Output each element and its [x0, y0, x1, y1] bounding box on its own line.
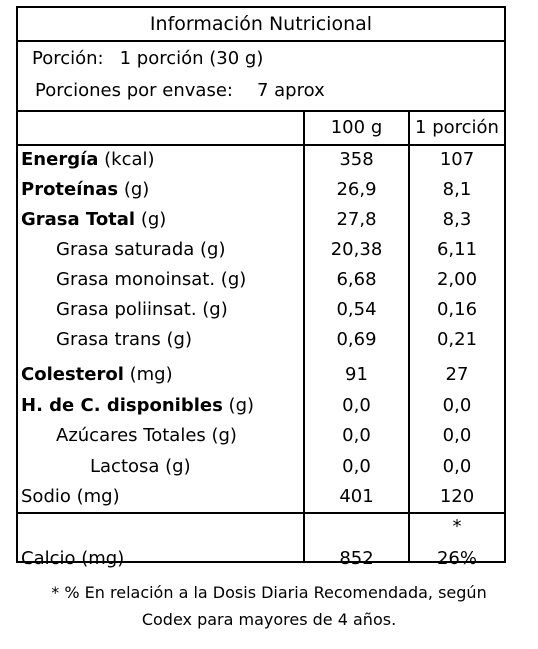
- header-divider: [18, 144, 504, 146]
- row-label-sodio: Sodio (mg): [21, 486, 120, 507]
- value-portion: 26%: [436, 548, 477, 569]
- row-label-bold: H. de C. disponibles: [21, 395, 223, 416]
- row-label-azucares-totales: Azúcares Totales (g): [56, 425, 237, 446]
- value-100g: 0,54: [336, 299, 377, 320]
- serving-size-value: 1 porción (30 g): [119, 48, 264, 69]
- column-header-portion: 1 porción: [415, 117, 499, 138]
- calcium-asterisk: *: [452, 516, 462, 537]
- row-label-grasa-saturada: Grasa saturada (g): [56, 239, 226, 260]
- footnote-line-2: Codex para mayores de 4 años.: [141, 610, 397, 629]
- row-label-grasa-trans: Grasa trans (g): [56, 329, 192, 350]
- column-header-100g: 100 g: [330, 117, 383, 138]
- servings-per-container-value: 7 aprox: [256, 80, 325, 101]
- value-100g: 26,9: [336, 179, 377, 200]
- row-label-unit: (g): [135, 209, 167, 230]
- footnote-line-1: * % En relación a la Dosis Diaria Recome…: [51, 583, 487, 602]
- value-portion: 8,3: [442, 209, 472, 230]
- value-portion: 8,1: [442, 179, 472, 200]
- value-100g: 852: [339, 548, 374, 569]
- nutrition-facts-table: Información Nutricional Porción: 1 porció…: [16, 6, 506, 569]
- row-label-grasa-monoinsat: Grasa monoinsat. (g): [56, 269, 247, 290]
- row-label-unit: (g): [222, 395, 255, 416]
- value-portion: 2,00: [436, 269, 478, 290]
- row-label-lactosa: Lactosa (g): [90, 456, 191, 477]
- value-100g: 0,0: [342, 395, 371, 416]
- row-label-hidratos-carbono: H. de C. disponibles (g): [21, 395, 254, 417]
- value-portion: 0,0: [442, 395, 472, 416]
- row-label-colesterol: Colesterol (mg): [21, 364, 173, 386]
- value-portion: 0,0: [442, 425, 472, 446]
- value-portion: 107: [439, 149, 475, 170]
- value-100g: 6,68: [336, 269, 377, 290]
- value-portion: 27: [445, 364, 469, 385]
- row-label-unit: (mg): [123, 364, 173, 385]
- value-portion: 120: [439, 486, 475, 507]
- column-divider-portion: [408, 112, 410, 561]
- value-portion: 0,16: [436, 299, 478, 320]
- row-label-unit: (g): [118, 179, 150, 200]
- row-label-unit: (kcal): [98, 149, 155, 170]
- row-label-grasa-poliinsat: Grasa poliinsat. (g): [56, 299, 228, 320]
- value-100g: 358: [339, 149, 374, 170]
- value-100g: 0,0: [342, 425, 371, 446]
- serving-info: Porción: 1 porción (30 g) Porciones por e…: [18, 42, 504, 112]
- column-divider-100g: [303, 112, 305, 561]
- value-100g: 0,0: [342, 456, 371, 477]
- value-100g: 27,8: [336, 209, 377, 230]
- value-portion: 0,0: [442, 456, 472, 477]
- row-label-bold: Colesterol: [21, 364, 124, 385]
- row-label-bold: Energía: [21, 149, 99, 170]
- sodium-divider: [18, 512, 504, 514]
- row-label-grasa-total: Grasa Total (g): [21, 209, 166, 231]
- serving-size-label: Porción:: [32, 48, 104, 69]
- row-label-bold: Proteínas: [21, 179, 119, 200]
- servings-per-container-label: Porciones por envase:: [35, 80, 233, 101]
- value-portion: 6,11: [436, 239, 478, 260]
- row-label-bold: Grasa Total: [21, 209, 136, 230]
- row-label-calcio: Calcio (mg): [21, 548, 125, 569]
- value-100g: 0,69: [336, 329, 377, 350]
- row-label-proteinas: Proteínas (g): [21, 179, 149, 201]
- value-100g: 20,38: [330, 239, 383, 260]
- servings-per-container-line: Porciones por envase: 7 aprox: [35, 80, 325, 101]
- value-100g: 91: [345, 364, 368, 385]
- serving-size-line: Porción: 1 porción (30 g): [32, 48, 263, 69]
- row-label-energia: Energía (kcal): [21, 149, 155, 171]
- table-title: Información Nutricional: [18, 8, 504, 42]
- value-portion: 0,21: [436, 329, 478, 350]
- value-100g: 401: [339, 486, 374, 507]
